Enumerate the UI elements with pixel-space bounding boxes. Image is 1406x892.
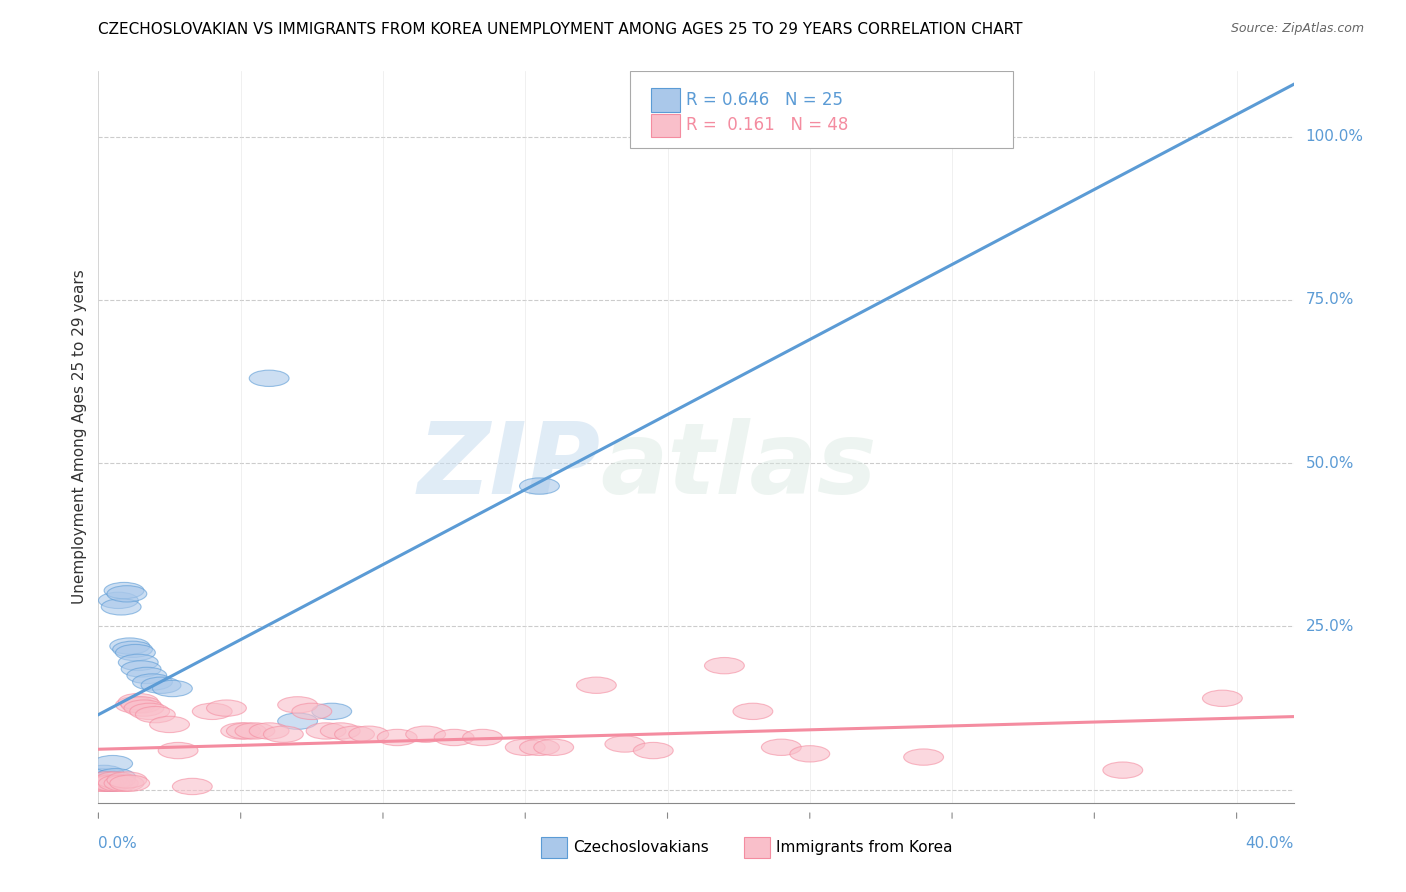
Ellipse shape	[104, 582, 143, 599]
Ellipse shape	[463, 730, 502, 746]
Text: Czechoslovakians: Czechoslovakians	[572, 840, 709, 855]
Text: 100.0%: 100.0%	[1305, 129, 1364, 145]
Ellipse shape	[277, 697, 318, 713]
Ellipse shape	[84, 765, 124, 781]
Ellipse shape	[135, 706, 176, 723]
Ellipse shape	[263, 726, 304, 742]
Ellipse shape	[312, 703, 352, 720]
Ellipse shape	[129, 703, 170, 720]
Text: R = 0.646   N = 25: R = 0.646 N = 25	[686, 91, 844, 109]
Ellipse shape	[127, 667, 167, 683]
Ellipse shape	[904, 749, 943, 765]
FancyBboxPatch shape	[630, 71, 1012, 148]
Ellipse shape	[107, 772, 146, 789]
Ellipse shape	[249, 370, 290, 386]
Ellipse shape	[520, 478, 560, 494]
Ellipse shape	[846, 115, 887, 132]
Ellipse shape	[115, 644, 155, 661]
Ellipse shape	[82, 775, 121, 791]
Ellipse shape	[307, 723, 346, 739]
Ellipse shape	[121, 697, 162, 713]
Ellipse shape	[132, 673, 173, 690]
Ellipse shape	[321, 723, 360, 739]
Ellipse shape	[505, 739, 546, 756]
Ellipse shape	[141, 677, 181, 693]
Ellipse shape	[159, 742, 198, 759]
Ellipse shape	[292, 703, 332, 720]
Ellipse shape	[534, 739, 574, 756]
Ellipse shape	[87, 772, 127, 789]
Text: 50.0%: 50.0%	[1305, 456, 1354, 471]
Ellipse shape	[377, 730, 418, 746]
Bar	[744, 838, 770, 858]
Ellipse shape	[733, 703, 773, 720]
Ellipse shape	[93, 775, 132, 791]
Ellipse shape	[520, 739, 560, 756]
Ellipse shape	[704, 657, 744, 673]
Ellipse shape	[82, 769, 121, 785]
Ellipse shape	[112, 641, 152, 657]
Ellipse shape	[93, 756, 132, 772]
Ellipse shape	[104, 775, 143, 791]
Ellipse shape	[235, 723, 274, 739]
Text: CZECHOSLOVAKIAN VS IMMIGRANTS FROM KOREA UNEMPLOYMENT AMONG AGES 25 TO 29 YEARS : CZECHOSLOVAKIAN VS IMMIGRANTS FROM KOREA…	[98, 22, 1024, 37]
Text: ZIP: ZIP	[418, 417, 600, 515]
Ellipse shape	[1202, 690, 1243, 706]
Ellipse shape	[193, 703, 232, 720]
Bar	[540, 838, 567, 858]
Ellipse shape	[226, 723, 266, 739]
Ellipse shape	[101, 599, 141, 615]
Ellipse shape	[149, 716, 190, 732]
Text: R =  0.161   N = 48: R = 0.161 N = 48	[686, 117, 849, 135]
Ellipse shape	[90, 775, 129, 791]
Text: Source: ZipAtlas.com: Source: ZipAtlas.com	[1230, 22, 1364, 36]
Ellipse shape	[110, 775, 149, 791]
Text: 25.0%: 25.0%	[1305, 619, 1354, 634]
Ellipse shape	[121, 661, 162, 677]
Ellipse shape	[762, 739, 801, 756]
Ellipse shape	[84, 775, 124, 791]
Ellipse shape	[576, 677, 616, 693]
Ellipse shape	[152, 681, 193, 697]
Ellipse shape	[98, 592, 138, 608]
Ellipse shape	[605, 736, 645, 752]
Ellipse shape	[904, 115, 943, 132]
Bar	[651, 88, 681, 112]
Ellipse shape	[221, 723, 260, 739]
Ellipse shape	[107, 586, 146, 602]
Ellipse shape	[90, 775, 129, 791]
Ellipse shape	[87, 772, 127, 789]
Text: 0.0%: 0.0%	[98, 836, 138, 851]
Text: 40.0%: 40.0%	[1246, 836, 1294, 851]
Ellipse shape	[110, 638, 149, 654]
Ellipse shape	[124, 700, 165, 716]
Ellipse shape	[96, 769, 135, 785]
Text: Immigrants from Korea: Immigrants from Korea	[776, 840, 952, 855]
Ellipse shape	[277, 713, 318, 730]
Ellipse shape	[633, 742, 673, 759]
Ellipse shape	[349, 726, 388, 742]
Ellipse shape	[790, 746, 830, 762]
Ellipse shape	[115, 697, 155, 713]
Y-axis label: Unemployment Among Ages 25 to 29 years: Unemployment Among Ages 25 to 29 years	[72, 269, 87, 605]
Bar	[651, 114, 681, 137]
Ellipse shape	[118, 654, 159, 671]
Ellipse shape	[1102, 762, 1143, 779]
Text: 75.0%: 75.0%	[1305, 293, 1354, 308]
Ellipse shape	[98, 775, 138, 791]
Ellipse shape	[118, 693, 159, 710]
Ellipse shape	[173, 779, 212, 795]
Ellipse shape	[249, 723, 290, 739]
Ellipse shape	[406, 726, 446, 742]
Ellipse shape	[207, 700, 246, 716]
Ellipse shape	[96, 772, 135, 789]
Ellipse shape	[335, 726, 374, 742]
Text: atlas: atlas	[600, 417, 877, 515]
Ellipse shape	[434, 730, 474, 746]
